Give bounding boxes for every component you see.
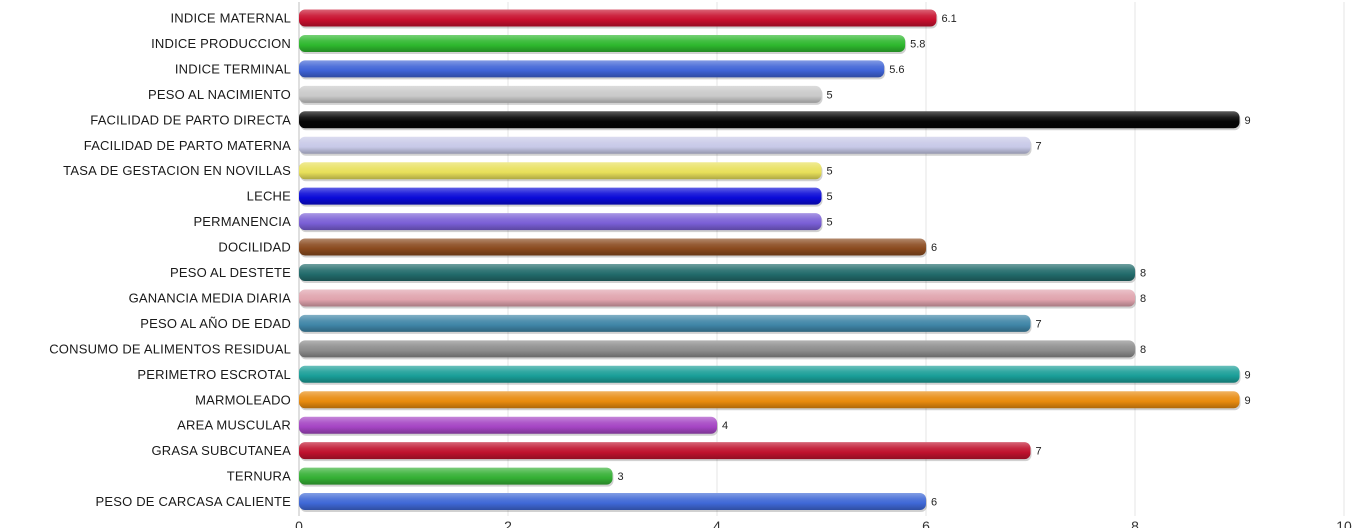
value-label: 9 xyxy=(1245,115,1251,127)
bar[interactable] xyxy=(299,136,1031,154)
x-tick-label: 4 xyxy=(713,518,721,528)
bar[interactable] xyxy=(299,365,1240,383)
value-label: 8 xyxy=(1140,293,1146,305)
bar[interactable] xyxy=(299,187,822,205)
category-label: MARMOLEADO xyxy=(195,392,291,407)
value-label: 6.1 xyxy=(941,13,956,25)
category-label: LECHE xyxy=(247,189,291,204)
value-label: 6 xyxy=(931,242,937,254)
value-label: 7 xyxy=(1036,318,1042,330)
x-tick-label: 6 xyxy=(922,518,930,528)
bar[interactable] xyxy=(299,314,1031,332)
category-label: FACILIDAD DE PARTO DIRECTA xyxy=(90,112,291,127)
bar[interactable] xyxy=(299,264,1135,281)
category-label: INDICE PRODUCCION xyxy=(151,36,291,51)
bar[interactable] xyxy=(299,9,937,27)
category-label: TERNURA xyxy=(227,469,291,484)
bar[interactable] xyxy=(299,340,1135,358)
value-label: 6 xyxy=(931,497,937,509)
category-label: DOCILIDAD xyxy=(218,240,291,255)
bars xyxy=(299,9,1241,513)
category-label: GANANCIA MEDIA DIARIA xyxy=(129,290,292,305)
value-label: 5 xyxy=(827,166,833,178)
value-label: 7 xyxy=(1036,140,1042,152)
value-label: 9 xyxy=(1245,369,1251,381)
value-label: 5.8 xyxy=(910,38,925,50)
bar[interactable] xyxy=(299,493,926,511)
category-label: PERIMETRO ESCROTAL xyxy=(137,367,291,382)
category-label: PESO AL NACIMIENTO xyxy=(148,87,291,102)
value-label: 5.6 xyxy=(889,64,904,76)
bar[interactable] xyxy=(299,391,1240,409)
category-label: PESO DE CARCASA CALIENTE xyxy=(95,494,291,509)
value-label: 5 xyxy=(827,217,833,229)
category-label: CONSUMO DE ALIMENTOS RESIDUAL xyxy=(49,341,291,356)
bar[interactable] xyxy=(299,416,717,434)
x-tick-label: 2 xyxy=(504,518,512,528)
x-tick-label: 0 xyxy=(295,518,303,528)
category-labels: INDICE MATERNAL INDICE PRODUCCION INDICE T… xyxy=(49,11,291,510)
category-label: TASA DE GESTACION EN NOVILLAS xyxy=(63,163,291,178)
bar[interactable] xyxy=(299,442,1031,460)
value-label: 7 xyxy=(1036,446,1042,458)
category-label: PESO AL DESTETE xyxy=(170,265,291,280)
category-label: PESO AL AÑO DE EDAD xyxy=(140,316,291,331)
category-label: PERMANENCIA xyxy=(193,214,291,229)
bar[interactable] xyxy=(299,289,1135,307)
x-axis-ticks: 0 2 4 6 8 10 xyxy=(295,518,1352,528)
category-label: FACILIDAD DE PARTO MATERNA xyxy=(84,138,291,153)
bar[interactable] xyxy=(299,162,822,180)
category-label: INDICE MATERNAL xyxy=(171,11,292,26)
value-label: 3 xyxy=(618,471,624,483)
bar[interactable] xyxy=(299,60,885,78)
category-label: GRASA SUBCUTANEA xyxy=(152,443,292,458)
bar[interactable] xyxy=(299,238,926,256)
value-label: 5 xyxy=(827,89,833,101)
bar[interactable] xyxy=(299,467,613,485)
value-labels: 6.1 5.8 5.6 5 9 7 5 5 5 6 8 8 7 8 9 9 4 7 3 6 xyxy=(618,13,1251,509)
value-label: 9 xyxy=(1245,395,1251,407)
bar[interactable] xyxy=(299,34,906,52)
bar[interactable] xyxy=(299,213,822,231)
x-tick-label: 10 xyxy=(1336,518,1352,528)
bar[interactable] xyxy=(299,111,1240,129)
x-tick-label: 8 xyxy=(1131,518,1139,528)
value-label: 8 xyxy=(1140,268,1146,280)
value-label: 5 xyxy=(827,191,833,203)
value-label: 4 xyxy=(722,420,728,432)
category-label: INDICE TERMINAL xyxy=(175,61,291,76)
value-label: 8 xyxy=(1140,344,1146,356)
category-label: AREA MUSCULAR xyxy=(177,418,291,433)
bar[interactable] xyxy=(299,85,822,103)
